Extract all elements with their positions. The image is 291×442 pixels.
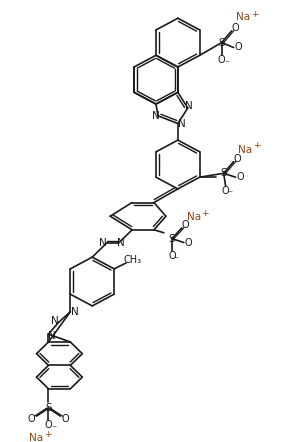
Text: N: N <box>99 237 107 248</box>
Text: +: + <box>251 10 258 19</box>
Text: Na: Na <box>237 12 251 22</box>
Text: N: N <box>178 118 186 129</box>
Text: O: O <box>218 55 226 65</box>
Text: +: + <box>201 209 208 218</box>
Text: ⁻: ⁻ <box>227 190 232 200</box>
Text: O: O <box>237 172 244 182</box>
Text: ⁻: ⁻ <box>224 59 229 69</box>
Text: ⁻: ⁻ <box>173 255 178 265</box>
Text: O: O <box>45 420 52 430</box>
Text: Na: Na <box>238 145 253 155</box>
Text: O: O <box>185 237 193 248</box>
Text: O: O <box>62 414 69 424</box>
Text: O: O <box>222 186 229 196</box>
Text: N: N <box>117 237 125 248</box>
Text: N: N <box>51 316 58 325</box>
Text: O: O <box>232 23 239 33</box>
Text: O: O <box>234 154 241 164</box>
Text: N: N <box>152 111 160 121</box>
Text: S: S <box>218 38 225 48</box>
Text: Na: Na <box>187 212 201 222</box>
Text: N: N <box>72 307 79 317</box>
Text: ⁻: ⁻ <box>51 424 56 434</box>
Text: S: S <box>45 403 52 413</box>
Text: +: + <box>253 141 260 150</box>
Text: +: + <box>44 430 51 439</box>
Text: S: S <box>220 168 227 178</box>
Text: O: O <box>182 220 190 230</box>
Text: O: O <box>235 42 242 53</box>
Text: O: O <box>168 251 176 261</box>
Text: CH₃: CH₃ <box>124 255 142 265</box>
Text: N: N <box>185 101 193 111</box>
Text: N: N <box>47 331 55 341</box>
Text: Na: Na <box>29 433 44 442</box>
Text: S: S <box>168 234 175 244</box>
Text: O: O <box>28 414 36 424</box>
